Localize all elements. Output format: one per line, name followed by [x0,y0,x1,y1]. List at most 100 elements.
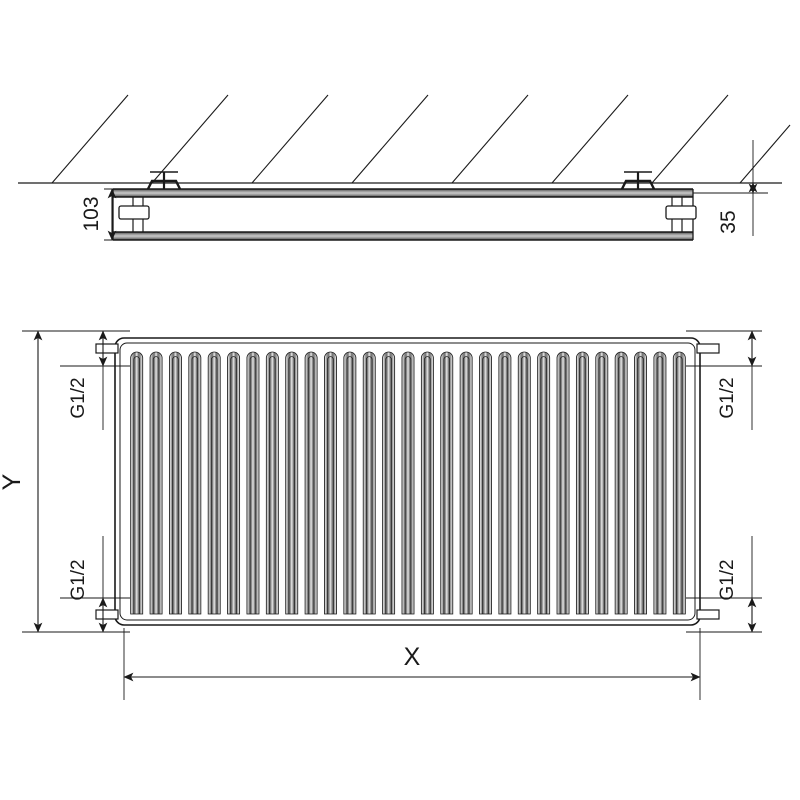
radiator-fin [227,351,241,615]
radiator-fin-inner-line [346,356,354,614]
radiator-fin-inner-line [385,356,392,614]
radiator-fin [634,351,647,615]
radiator-fin-inner-line [521,356,528,614]
wallgap-dimension-label: 35 [717,210,740,233]
width-dimension-X: X [123,628,701,700]
connection-stub-top-left [95,343,119,354]
radiator-fin-inner-line [424,356,431,614]
mounting-bracket [620,171,656,190]
stub-body [696,343,720,354]
radiator-fin-inner-line [191,356,199,614]
radiator-fin-inner-line [617,356,625,614]
radiator-fin-inner-line [307,356,315,614]
side-section-view: 103 35 [18,94,791,241]
radiator-fin [420,351,434,615]
connection-stub-bottom-left [95,609,119,620]
height-dimension-Y: Y [0,330,96,633]
g12-label-bottom-left: G1/2 [68,559,89,600]
radiator-fin [498,351,512,615]
radiator-fin [343,351,357,615]
g12-label-bottom-right: G1/2 [717,559,738,600]
radiator-fin [401,351,415,615]
radiator-fin [440,351,454,615]
depth-dimension-103: 103 [80,188,122,241]
radiator-fin [188,351,202,615]
right-pipe-detail [665,197,697,232]
radiator-fin [653,351,667,615]
left-pipe-detail [118,197,150,232]
radiator-fin [285,351,299,615]
connection-stub-top-right [696,343,720,354]
radiator-fin [246,351,260,615]
radiator-fin [169,351,182,615]
radiator-fin [479,351,492,615]
radiator-fin-inner-line [269,356,276,614]
mounting-bracket-group [146,171,656,190]
radiator-fin [575,351,589,615]
wall-hatch-line [51,94,129,184]
stub-body [95,609,119,620]
stub-body [696,609,720,620]
radiator-fin-inner-line [598,356,606,614]
radiator-fin-inner-line [637,356,644,614]
height-dimension-label: Y [0,473,26,490]
radiator-fin [324,351,337,615]
depth-dimension-label: 103 [80,196,103,231]
radiator-fin [556,351,570,615]
radiator-fin-inner-line [288,356,295,614]
radiator-fin-inner-line [579,356,586,614]
radiator-fin-inner-line [540,356,547,614]
radiator-fin [149,351,163,615]
radiator-fin-inner-line [501,356,509,614]
radiator-fin [595,351,609,615]
radiator-fin-inner-line [482,356,489,614]
radiator-fin-inner-line [443,356,450,614]
radiator-fin [362,351,376,615]
radiator-fin-inner-line [656,356,664,614]
connection-stub-bottom-right [696,609,720,620]
wall-hatch-line [551,94,629,184]
wall-hatch-line [251,94,329,184]
radiator-body-section [112,188,694,241]
radiator-fin-inner-line [152,356,160,614]
g12-dimension-bottom-right: G1/2 [686,536,762,633]
radiator-fin-inner-line [327,356,334,614]
radiator-fin-inner-line [249,356,257,614]
g12-dimension-top-left: G1/2 [60,330,130,430]
wall-hatch-line [151,94,229,184]
g12-label-top-right: G1/2 [717,377,738,418]
radiator-fin-inner-line [404,356,412,614]
radiator-fin [537,351,551,615]
wall-hatch-line [351,94,429,184]
radiator-fin [207,351,221,615]
radiator-fin [130,351,144,615]
wall-hatch-line [739,124,791,184]
radiator-fin-inner-line [172,356,179,614]
g12-dimension-top-right: G1/2 [686,330,762,430]
valve-connector [665,205,697,220]
radiator-fin-inner-line [230,356,237,614]
radiator-fin-inner-line [210,356,218,614]
bottom-plate-band [113,232,693,240]
panel-inner-shell [119,342,696,621]
radiator-fin [672,351,686,615]
wall-hatch-line [451,94,529,184]
mounting-bracket [146,171,182,190]
radiator-fin-inner-line [676,356,683,614]
wallgap-dimension-35: 35 [693,140,768,236]
radiator-fin [265,351,279,615]
radiator-fin-inner-line [559,356,567,614]
top-plate-band [113,189,693,197]
radiator-fin-inner-line [133,356,140,614]
radiator-fin [304,351,318,615]
valve-connector [118,205,150,220]
stub-body [95,343,119,354]
radiator-fin [517,351,531,615]
fin-group [130,351,686,615]
g12-label-top-left: G1/2 [68,377,89,418]
radiator-fin [614,351,628,615]
radiator-fin [382,351,396,615]
width-dimension-label: X [404,643,421,671]
